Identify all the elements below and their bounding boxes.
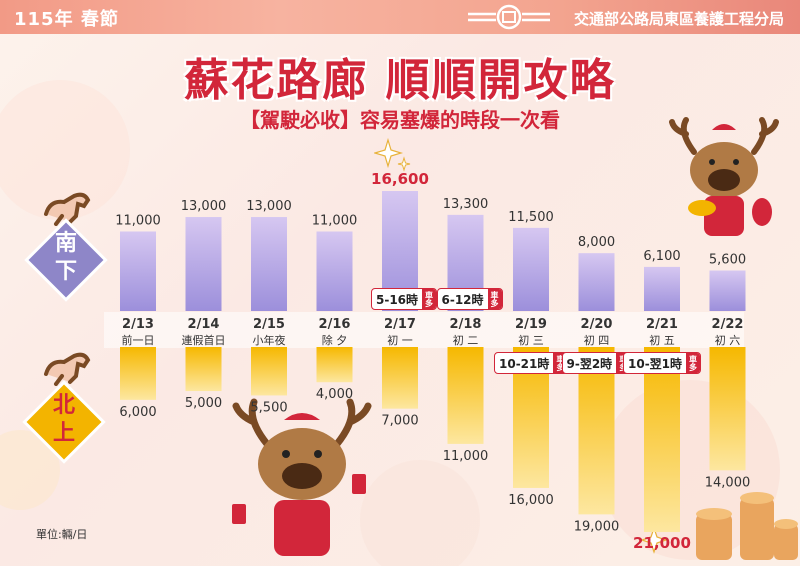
southbound-value-label: 11,500 [508, 210, 554, 225]
north-diamond [22, 380, 106, 464]
southbound-value-label: 13,000 [246, 199, 292, 214]
category-date-label: 2/18 [450, 317, 482, 332]
peak-time-text: 5-16時 [376, 292, 419, 307]
northbound-bar [185, 347, 222, 392]
northbound-bar [644, 347, 680, 532]
northbound-name: 北上 [52, 393, 75, 446]
category-day-label: 連假首日 [182, 333, 226, 347]
northbound-label: 北上 [48, 392, 80, 448]
page-title: 蘇花路廊 順順開攻略 [184, 55, 616, 106]
southbound-value-label: 11,000 [312, 213, 358, 228]
category-date-label: 2/13 [122, 317, 154, 332]
northbound-peak-badge: 9-翌2時車多 [561, 352, 632, 374]
southbound-name: 南下 [54, 231, 77, 284]
peak-time-text: 6-12時 [441, 292, 484, 307]
category-day-label: 初 四 [584, 333, 610, 347]
peak-tag: 車多 [422, 289, 437, 309]
northbound-value-label: 21,000 [633, 534, 691, 552]
southbound-bar [644, 266, 680, 311]
category-date-label: 2/21 [646, 317, 678, 332]
southbound-bar [578, 253, 615, 311]
unit-label: 單位:輛/日 [36, 528, 88, 541]
southbound-value-label: 6,100 [643, 249, 680, 264]
category-day-label: 小年夜 [253, 333, 286, 347]
south-diamond [24, 218, 108, 302]
peak-time-text: 10-21時 [499, 356, 550, 371]
southbound-bar [513, 227, 549, 311]
northbound-bar [251, 347, 287, 396]
category-day-label: 初 一 [387, 333, 413, 347]
category-date-label: 2/22 [712, 317, 744, 332]
horse-icon [44, 352, 91, 386]
southbound-value-label: 8,000 [578, 235, 615, 250]
category-date-label: 2/15 [253, 317, 285, 332]
northbound-bar [382, 347, 418, 409]
peak-tag: 車多 [686, 353, 701, 373]
category-day-label: 初 六 [715, 333, 741, 347]
horse-icon [44, 192, 91, 226]
peak-time-text: 9-翌2時 [566, 356, 613, 371]
southbound-value-label: 13,300 [443, 197, 489, 212]
northbound-value-label: 7,000 [381, 414, 418, 429]
southbound-value-label: 16,600 [371, 170, 429, 188]
southbound-value-label: 5,600 [709, 253, 746, 268]
northbound-peak-badge: 10-21時 車多 [494, 352, 569, 374]
category-date-label: 2/20 [581, 317, 613, 332]
sparkle-icon [374, 138, 411, 172]
southbound-bar [120, 231, 156, 311]
northbound-peak-badge: 10-翌1時 車多 [623, 352, 702, 374]
category-day-label: 初 二 [453, 333, 479, 347]
northbound-value-label: 5,000 [185, 396, 222, 411]
southbound-peak-badge: 5-16時 車多 [371, 288, 438, 310]
category-day-label: 除 夕 [322, 333, 348, 347]
agency-name: 交通部公路局東區養護工程分局 [573, 10, 784, 28]
northbound-value-label: 14,000 [705, 475, 751, 490]
category-day-label: 初 五 [649, 333, 675, 347]
peak-time-text: 10-翌1時 [628, 356, 683, 371]
category-date-label: 2/14 [188, 317, 220, 332]
northbound-value-label: 11,000 [443, 449, 489, 464]
category-date-label: 2/17 [384, 317, 416, 332]
sparkle-icon [640, 526, 668, 554]
southbound-bar [316, 231, 353, 311]
peak-tag: 車多 [487, 289, 502, 309]
southbound-bar [709, 270, 746, 311]
southbound-value-label: 13,000 [181, 199, 227, 214]
gold-coins-icon [696, 492, 798, 560]
southbound-bar [251, 217, 287, 311]
northbound-bar [316, 347, 353, 383]
southbound-value-label: 11,000 [115, 213, 161, 228]
southbound-label: 南下 [50, 230, 82, 286]
northbound-value-label: 4,000 [316, 387, 353, 402]
category-band [104, 312, 744, 348]
category-date-label: 2/16 [319, 317, 351, 332]
agency-logo-icon [468, 4, 550, 30]
year-label: 115年 春節 [14, 9, 119, 30]
reindeer-mascot-icon [669, 117, 779, 236]
southbound-peak-badge: 6-12時 車多 [436, 288, 503, 310]
northbound-value-label: 6,000 [119, 405, 156, 420]
northbound-value-label: 5,500 [250, 400, 287, 415]
reindeer-mascot-icon [232, 398, 372, 556]
southbound-bar [185, 217, 222, 311]
header-bar: 115年 春節 交通部公路局東區養護工程分局 [0, 0, 800, 34]
northbound-bar [709, 347, 746, 471]
category-date-label: 2/19 [515, 317, 547, 332]
category-day-label: 前一日 [122, 333, 155, 347]
northbound-value-label: 16,000 [508, 493, 554, 508]
northbound-bar [447, 347, 484, 444]
page-subtitle: 【駕駛必收】容易塞爆的時段一次看 [240, 108, 560, 132]
northbound-bar [120, 347, 156, 400]
northbound-value-label: 19,000 [574, 519, 620, 534]
northbound-bar [578, 347, 615, 515]
category-day-label: 初 三 [518, 333, 544, 347]
